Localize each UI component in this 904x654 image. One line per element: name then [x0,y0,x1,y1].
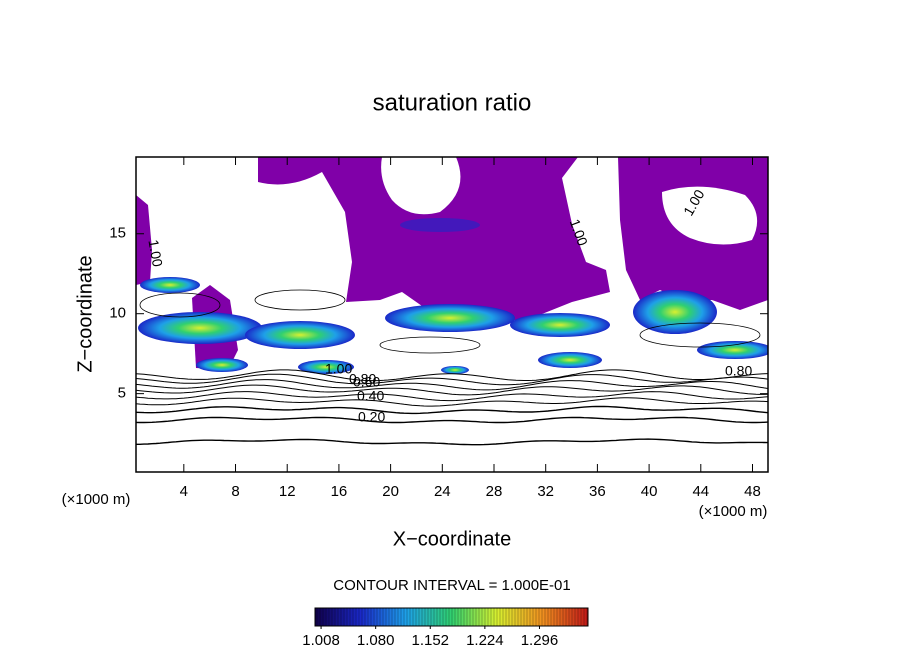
colorbar-label: 1.080 [357,632,395,649]
contour-line [139,292,221,318]
x-tick-label: 8 [231,483,239,500]
cloud [245,321,355,349]
cloud [298,360,354,374]
x-tick-label: 20 [382,483,399,500]
colorbar-label: 1.152 [411,632,449,649]
contour-line [136,405,768,415]
x-tick-label: 40 [641,483,658,500]
contour-line [254,289,346,311]
x-tick-label: 24 [434,483,451,500]
contour-line [136,438,768,446]
cloud [196,358,248,372]
region [258,157,610,322]
x-tick-label: 44 [692,483,709,500]
contour-line [379,336,481,354]
contour-label: 1.00 [145,238,166,268]
x-tick-label: 4 [180,483,188,500]
colorbar-frame [314,607,589,627]
x-tick-label: 48 [744,483,761,500]
colorbar-label: 1.224 [466,632,504,649]
x-tick-label: 36 [589,483,606,500]
contour-lines [136,289,768,446]
plot-frame [135,156,769,473]
cloud [140,277,200,293]
cloud [385,304,515,332]
cloud [633,290,717,334]
contour-label: 0.20 [358,409,385,425]
y-tick-label: 5 [118,385,126,402]
region [136,195,152,285]
x-unit-label: (×1000 m) [62,491,131,508]
region-hole [662,186,758,245]
x-tick-label: 32 [537,483,554,500]
contour-interval: CONTOUR INTERVAL = 1.000E-01 [333,577,570,594]
contour-line [136,416,768,424]
cloud [697,341,768,359]
contour-label: 0.80 [725,363,752,379]
y-tick-label: 10 [109,305,126,322]
colorbar-label: 1.008 [302,632,340,649]
y-axis-label: Z−coordinate [74,255,96,372]
contour-label: 1.00 [325,361,352,377]
cloud [441,366,469,374]
contour-label: 0.40 [357,388,384,404]
colorbar: 1.008 1.080 1.152 1.224 1.296 [302,607,589,649]
contour-line [136,391,768,402]
x-axis-label: X−coordinate [393,528,511,550]
chart-title: saturation ratio [373,89,532,116]
cloud [510,313,610,337]
contour-line [639,322,761,348]
colorbar-fill [315,608,588,626]
x-tick-label: 12 [279,483,296,500]
colorbar-label: 1.296 [521,632,559,649]
contour-line [136,384,768,396]
cloud [538,352,602,368]
y-tick-label: 15 [109,225,126,242]
cloud [138,312,262,344]
x-unit-label: (×1000 m) [699,503,768,520]
contour-line [136,379,768,391]
cloud [400,218,480,232]
field [136,157,768,446]
x-tick-label: 16 [331,483,348,500]
x-tick-label: 28 [486,483,503,500]
contour-label: 0.80 [349,371,376,387]
contour-label: 0.60 [353,374,380,390]
region-hole [381,157,461,215]
contour-line [136,373,768,386]
contour-line [136,369,768,382]
contour-line [136,397,768,407]
